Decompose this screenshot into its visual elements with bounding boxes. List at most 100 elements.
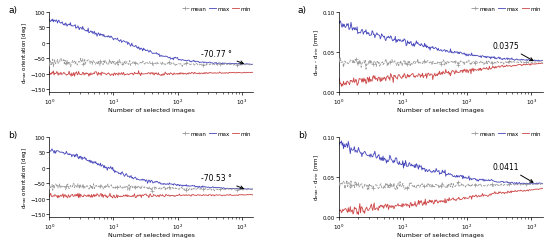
max [250, 188, 256, 191]
min [168, 194, 175, 197]
mean [509, 62, 515, 65]
max [522, 182, 528, 185]
Line: max: max [49, 149, 253, 190]
min [521, 64, 527, 67]
mean [458, 182, 465, 186]
max [456, 174, 463, 177]
Text: b): b) [298, 131, 307, 140]
mean [168, 187, 175, 190]
max [172, 57, 178, 60]
mean [67, 66, 74, 69]
min [508, 66, 515, 69]
max [338, 140, 345, 143]
min [539, 187, 545, 190]
Text: 0.0411: 0.0411 [493, 162, 533, 182]
Text: -70.53 °: -70.53 ° [201, 174, 243, 189]
max [537, 60, 544, 63]
max [337, 20, 344, 23]
Text: a): a) [9, 6, 18, 15]
Text: 0.0375: 0.0375 [492, 42, 533, 61]
min [46, 196, 53, 199]
Line: max: max [49, 20, 253, 65]
min [539, 187, 546, 190]
min [46, 71, 53, 74]
mean [169, 63, 175, 66]
mean [172, 188, 178, 191]
min [508, 192, 515, 194]
max [168, 183, 175, 186]
min [232, 194, 239, 197]
Y-axis label: d$_{max}$ orientation [deg]: d$_{max}$ orientation [deg] [20, 146, 28, 208]
mean [461, 185, 468, 188]
max [247, 188, 254, 191]
mean [46, 64, 53, 66]
min [232, 72, 239, 75]
Line: max: max [339, 22, 543, 62]
min [521, 189, 527, 192]
mean [57, 58, 64, 60]
min [47, 74, 53, 77]
max [456, 51, 463, 54]
min [458, 198, 464, 201]
max [539, 182, 546, 185]
max [458, 174, 464, 177]
max [539, 60, 546, 62]
mean [211, 190, 218, 192]
max [172, 183, 178, 186]
min [335, 78, 342, 81]
mean [344, 179, 350, 182]
min [219, 194, 226, 198]
min [336, 78, 342, 81]
max [49, 148, 55, 151]
Line: min: min [339, 64, 543, 87]
Y-axis label: d$_{max}$ - d$_{min}$ [mm]: d$_{max}$ - d$_{min}$ [mm] [312, 30, 321, 76]
min [456, 72, 463, 74]
mean [335, 60, 342, 62]
min [355, 213, 362, 216]
X-axis label: Number of selected images: Number of selected images [397, 108, 484, 113]
Line: mean: mean [337, 56, 544, 72]
min [47, 194, 53, 196]
max [512, 183, 519, 186]
mean [335, 182, 342, 185]
X-axis label: Number of selected images: Number of selected images [108, 108, 195, 113]
mean [46, 186, 53, 189]
min [172, 195, 179, 198]
min [458, 70, 464, 72]
Line: min: min [339, 188, 543, 215]
max [167, 58, 174, 61]
max [219, 186, 225, 190]
max [336, 23, 342, 26]
mean [232, 187, 239, 190]
Legend: mean, max, min: mean, max, min [470, 6, 542, 13]
min [110, 197, 116, 200]
max [231, 63, 238, 66]
min [456, 198, 463, 202]
Y-axis label: d$_{max}$ orientation [deg]: d$_{max}$ orientation [deg] [20, 22, 28, 84]
mean [337, 56, 344, 59]
mean [167, 188, 174, 191]
max [508, 58, 515, 61]
mean [232, 64, 239, 67]
mean [47, 186, 53, 189]
Text: a): a) [298, 6, 307, 15]
Line: min: min [49, 194, 253, 198]
mean [539, 62, 546, 64]
mean [219, 63, 226, 66]
max [47, 21, 53, 24]
mean [250, 64, 256, 67]
mean [250, 188, 256, 191]
mean [522, 183, 528, 186]
max [168, 58, 175, 61]
Legend: mean, max, min: mean, max, min [181, 130, 253, 138]
max [335, 20, 342, 24]
Y-axis label: d$_{max}$ - d$_{min}$ [mm]: d$_{max}$ - d$_{min}$ [mm] [312, 154, 321, 200]
mean [539, 183, 546, 186]
max [335, 145, 342, 148]
mean [393, 188, 399, 191]
mean [509, 183, 515, 186]
max [219, 63, 225, 66]
min [250, 193, 256, 196]
min [539, 62, 545, 65]
min [169, 73, 175, 76]
